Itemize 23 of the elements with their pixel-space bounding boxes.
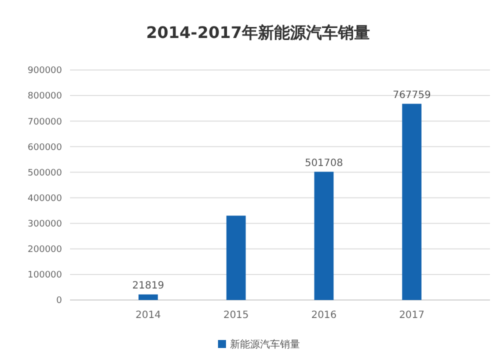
- y-tick-label: 600000: [28, 142, 62, 153]
- y-tick-label: 0: [56, 296, 62, 306]
- y-tick-label: 300000: [28, 219, 62, 230]
- y-tick-label: 700000: [28, 117, 62, 128]
- bar: [314, 172, 334, 300]
- bar: [226, 216, 246, 300]
- x-tick-label: 2017: [399, 310, 425, 321]
- y-tick-label: 100000: [28, 270, 62, 281]
- data-label: 767759: [392, 90, 431, 101]
- x-tick-label: 2016: [311, 310, 337, 321]
- bar: [402, 104, 422, 300]
- y-tick-label: 400000: [28, 194, 62, 204]
- x-tick-label: 2014: [135, 310, 161, 321]
- bar: [138, 294, 158, 300]
- data-label: 501708: [304, 158, 344, 169]
- legend-label: 新能源汽车销量: [230, 338, 300, 350]
- y-tick-label: 900000: [28, 66, 62, 76]
- x-tick-label: 2015: [223, 310, 249, 321]
- data-label: 21819: [132, 280, 164, 292]
- y-tick-label: 200000: [28, 245, 62, 256]
- y-tick-label: 800000: [28, 92, 62, 102]
- chart-title: 2014-2017年新能源汽车销量: [146, 23, 370, 42]
- y-tick-label: 500000: [28, 168, 62, 178]
